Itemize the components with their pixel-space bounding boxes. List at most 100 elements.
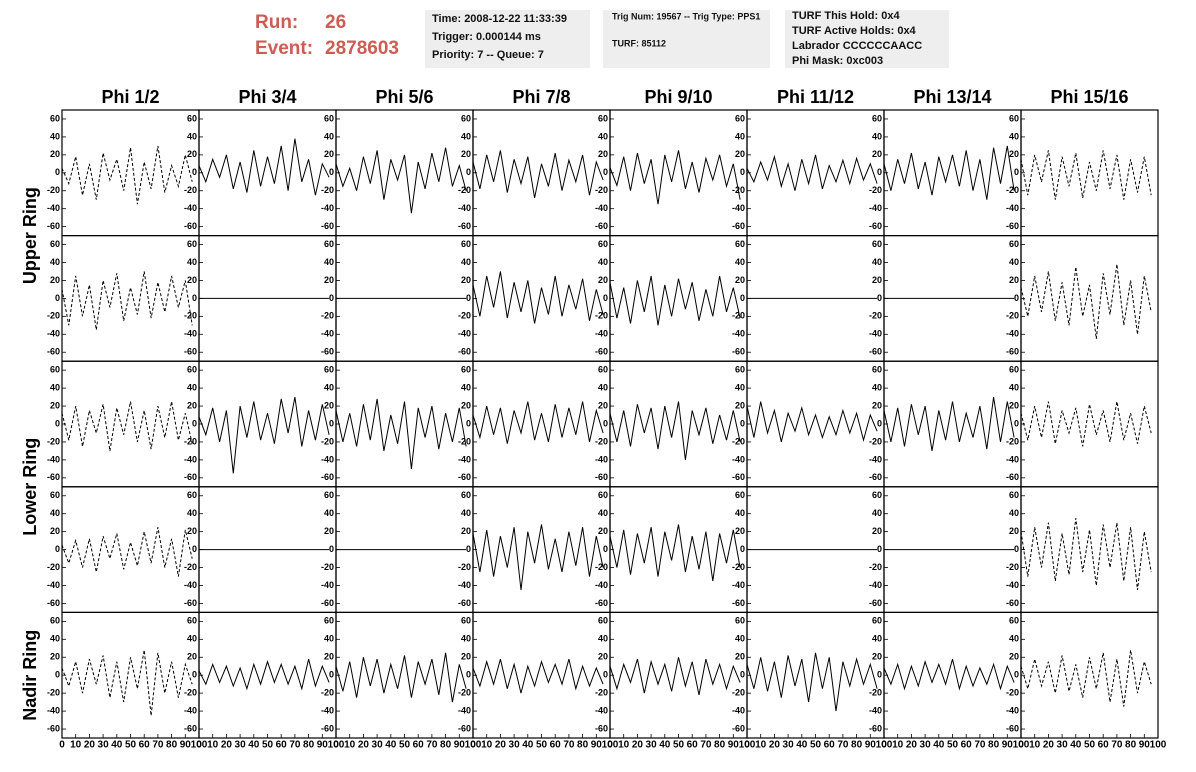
waveform: [609, 524, 741, 582]
y-tick-label: 20: [735, 400, 745, 410]
x-tick-label: 60: [139, 740, 151, 751]
y-tick-label: -40: [595, 329, 608, 339]
y-tick-label: 20: [735, 149, 745, 159]
turf-hold: TURF This Hold: 0x4: [792, 10, 900, 22]
y-tick-label: 0: [603, 670, 608, 680]
y-tick-label: 40: [461, 382, 471, 392]
y-tick-label: 40: [1009, 382, 1019, 392]
column-title: Phi 3/4: [238, 87, 296, 107]
y-tick-label: 40: [735, 131, 745, 141]
y-tick-label: 0: [1014, 544, 1019, 554]
panel-frame: [1020, 235, 1159, 362]
waveform: [198, 658, 330, 691]
y-tick-label: 20: [461, 149, 471, 159]
x-tick-label: 0: [607, 740, 613, 751]
x-tick-label: 40: [933, 740, 945, 751]
y-tick-label: 0: [466, 293, 471, 303]
y-tick-label: 40: [187, 508, 197, 518]
x-tick-label: 60: [687, 740, 699, 751]
y-tick-label: 20: [1009, 652, 1019, 662]
y-tick-label: -40: [869, 203, 882, 213]
y-tick-label: -20: [47, 185, 60, 195]
x-tick-label: 50: [536, 740, 548, 751]
waveform: [335, 398, 467, 469]
y-tick-label: 60: [872, 239, 882, 249]
waveform: [746, 401, 878, 443]
waveform: [609, 150, 741, 205]
x-tick-label: 80: [166, 740, 178, 751]
y-tick-label: 40: [187, 131, 197, 141]
y-tick-label: -60: [458, 472, 471, 482]
y-tick-label: 20: [324, 652, 334, 662]
y-tick-label: 60: [50, 365, 60, 375]
x-tick-label: 0: [333, 740, 339, 751]
x-tick-label: 80: [1125, 740, 1137, 751]
phi-mask: Phi Mask: 0xc003: [792, 55, 883, 67]
x-tick-label: 70: [289, 740, 301, 751]
waveform: [472, 658, 604, 694]
y-tick-label: -40: [321, 329, 334, 339]
y-tick-label: 60: [187, 365, 197, 375]
y-tick-label: 20: [872, 275, 882, 285]
y-tick-label: 0: [466, 418, 471, 428]
panel-frame: [1020, 611, 1159, 739]
y-tick-label: -40: [184, 580, 197, 590]
y-tick-label: 20: [461, 275, 471, 285]
y-tick-label: -20: [184, 562, 197, 572]
y-tick-label: 60: [735, 113, 745, 123]
y-tick-label: 20: [50, 400, 60, 410]
x-tick-label: 20: [632, 740, 644, 751]
y-tick-label: -40: [47, 705, 60, 715]
y-tick-label: 60: [50, 490, 60, 500]
turf-active: TURF Active Holds: 0x4: [792, 25, 917, 37]
priority: Priority: 7 -- Queue: 7: [432, 49, 544, 61]
y-tick-label: 0: [466, 167, 471, 177]
x-tick-label: 10: [70, 740, 82, 751]
x-tick-label: 60: [550, 740, 562, 751]
y-tick-label: -40: [732, 454, 745, 464]
y-tick-label: -40: [869, 705, 882, 715]
column-title: Phi 5/6: [375, 87, 433, 107]
y-tick-label: -20: [321, 436, 334, 446]
y-tick-label: 0: [740, 167, 745, 177]
y-tick-label: 0: [466, 670, 471, 680]
y-tick-label: 40: [461, 257, 471, 267]
y-tick-label: 20: [872, 526, 882, 536]
x-tick-label: 10: [1029, 740, 1041, 751]
y-tick-label: 40: [324, 634, 334, 644]
y-tick-label: 60: [461, 365, 471, 375]
panel-frame: [609, 235, 748, 362]
y-tick-label: 20: [461, 526, 471, 536]
y-tick-label: 20: [598, 275, 608, 285]
x-tick-label: 30: [920, 740, 932, 751]
x-tick-label: 90: [1139, 740, 1151, 751]
x-tick-label: 90: [728, 740, 740, 751]
info-box: [603, 10, 770, 68]
panel-frame: [472, 235, 611, 362]
y-tick-label: -40: [1006, 705, 1019, 715]
x-tick-label: 0: [881, 740, 887, 751]
panel-frame: [883, 109, 1022, 237]
x-tick-label: 50: [125, 740, 137, 751]
y-tick-label: 0: [1014, 418, 1019, 428]
y-tick-label: 60: [735, 616, 745, 626]
x-tick-label: 90: [180, 740, 192, 751]
y-tick-label: 40: [735, 508, 745, 518]
y-tick-label: -60: [869, 347, 882, 357]
waveform: [61, 401, 193, 451]
x-tick-label: 20: [769, 740, 781, 751]
x-tick-label: 100: [1013, 740, 1030, 751]
y-tick-label: 60: [1009, 490, 1019, 500]
y-tick-label: -40: [458, 580, 471, 590]
y-tick-label: -40: [47, 329, 60, 339]
x-tick-label: 0: [1018, 740, 1024, 751]
y-tick-label: -20: [458, 311, 471, 321]
panel-frame: [61, 486, 200, 613]
y-tick-label: 20: [324, 149, 334, 159]
x-tick-label: 80: [851, 740, 863, 751]
y-tick-label: 0: [603, 167, 608, 177]
y-tick-label: -40: [595, 705, 608, 715]
y-tick-label: 40: [872, 257, 882, 267]
x-tick-label: 90: [317, 740, 329, 751]
y-tick-label: -60: [732, 723, 745, 733]
